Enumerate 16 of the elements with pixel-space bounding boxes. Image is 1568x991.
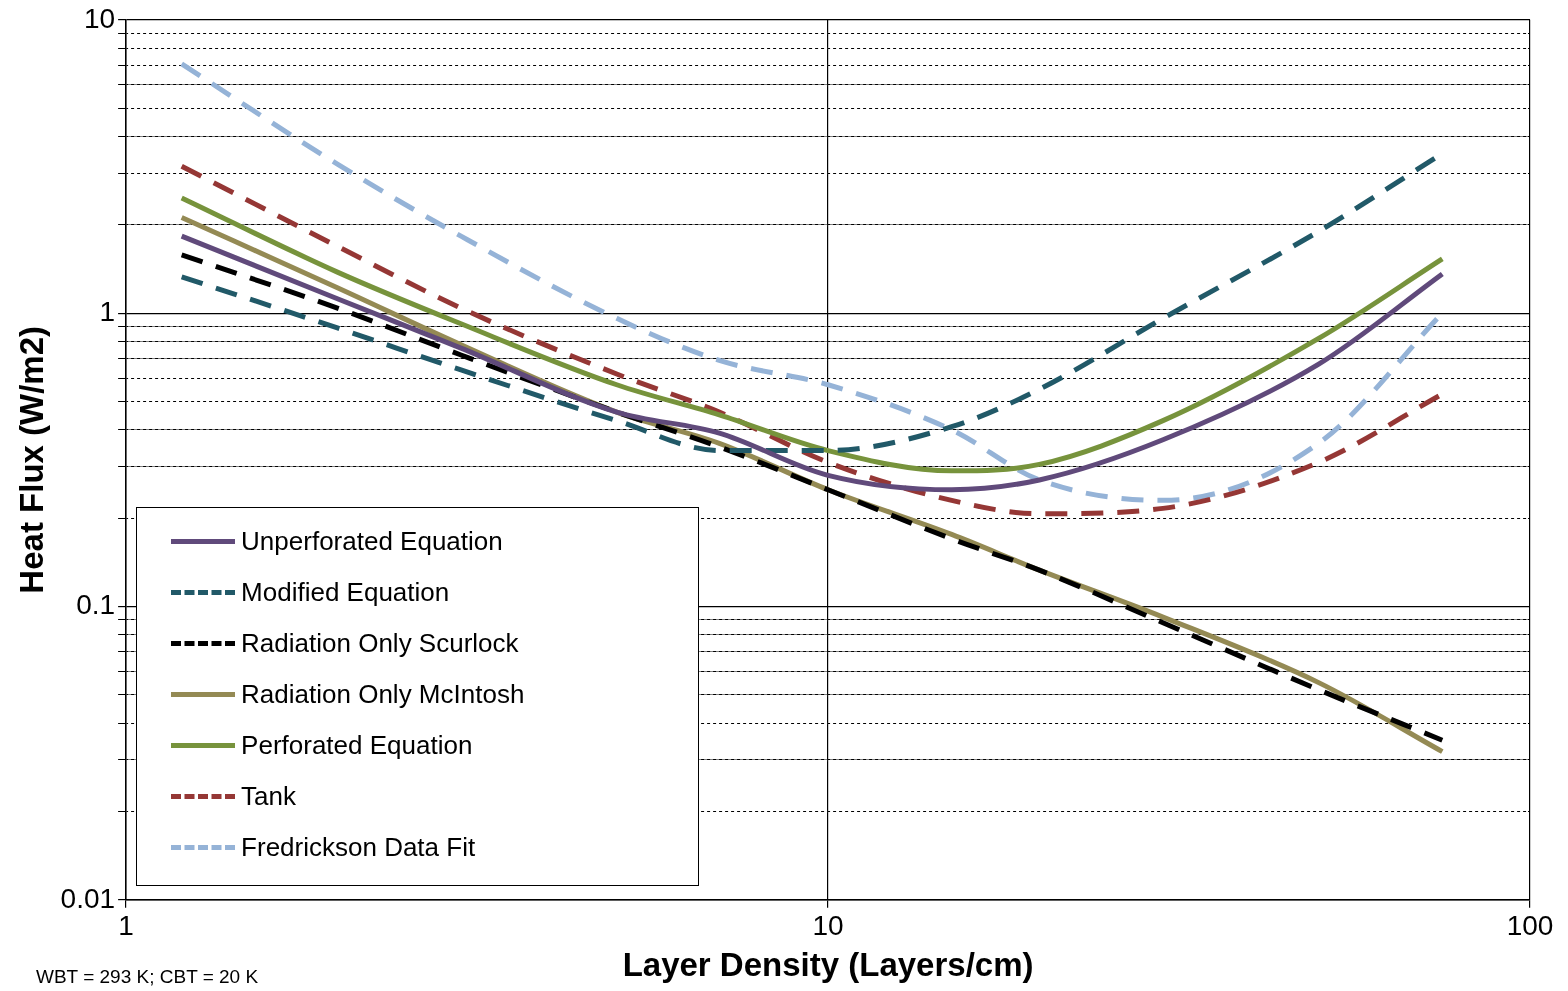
legend-label: Unperforated Equation — [241, 525, 503, 557]
y-tick-label: 1 — [99, 295, 116, 327]
y-axis-title: Heat Flux (W/m2) — [12, 325, 50, 594]
legend-label: Fredrickson Data Fit — [241, 831, 476, 863]
text: WBT = 293 K; CBT = 20 K — [36, 966, 259, 988]
legend-label: Modified Equation — [241, 576, 450, 608]
legend-label: Radiation Only McIntosh — [241, 678, 525, 710]
legend-label: Radiation Only Scurlock — [241, 627, 519, 659]
x-tick-label: 100 — [1506, 910, 1554, 942]
y-tick-label: 0.1 — [76, 589, 116, 621]
x-tick-label: 10 — [812, 910, 844, 942]
legend-label: Perforated Equation — [241, 729, 473, 761]
legend-label: Tank — [241, 780, 297, 812]
y-tick-label: 0.01 — [60, 882, 116, 914]
y-tick-label: 10 — [83, 2, 116, 34]
x-axis-title: Layer Density (Layers/cm) — [622, 946, 1034, 984]
